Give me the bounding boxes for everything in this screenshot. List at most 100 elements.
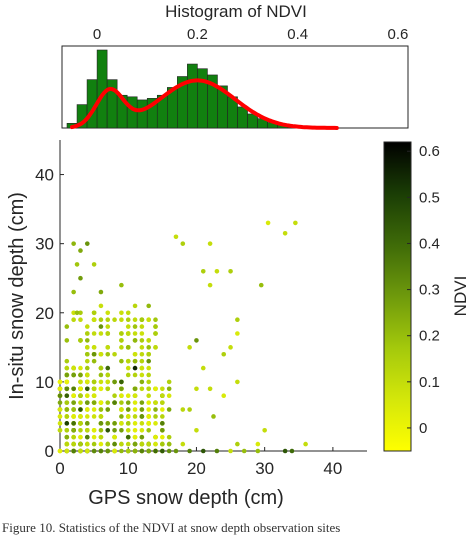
scatter-point xyxy=(200,269,206,274)
scatter-point xyxy=(105,448,111,454)
colorbar-tick-label: 0 xyxy=(419,420,427,437)
scatter-point xyxy=(98,324,104,329)
scatter-point xyxy=(64,386,70,392)
scatter-point xyxy=(207,241,213,246)
histogram-x-tick-label: 0.2 xyxy=(187,26,208,43)
scatter-x-ticks: 0 10 20 30 40 xyxy=(55,447,342,478)
scatter-point xyxy=(91,310,97,316)
scatter-point xyxy=(57,414,63,419)
scatter-point xyxy=(125,400,131,405)
scatter-point xyxy=(139,351,145,357)
scatter-point xyxy=(84,448,90,454)
scatter-point xyxy=(139,372,145,378)
scatter-point xyxy=(160,427,165,433)
scatter-point xyxy=(139,331,145,336)
scatter-point xyxy=(105,421,111,426)
scatter-point xyxy=(84,414,90,419)
scatter-point xyxy=(146,317,151,322)
scatter-point xyxy=(98,441,104,447)
scatter-point xyxy=(78,310,83,316)
scatter-point xyxy=(112,379,117,385)
scatter-point xyxy=(132,393,138,399)
scatter-point xyxy=(57,407,63,412)
scatter-point xyxy=(78,427,83,433)
scatter-point xyxy=(119,310,124,316)
scatter-point xyxy=(91,379,97,385)
scatter-point xyxy=(64,400,70,405)
scatter-y-tick-label: 10 xyxy=(35,373,54,392)
scatter-point xyxy=(146,386,151,392)
scatter-point xyxy=(78,379,83,385)
scatter-point xyxy=(98,427,104,433)
scatter-point xyxy=(71,427,76,433)
scatter-point xyxy=(146,448,151,454)
colorbar-tick-label: 0.4 xyxy=(419,235,440,252)
scatter-point xyxy=(71,241,76,246)
histogram-bar xyxy=(197,68,208,129)
scatter-point xyxy=(255,441,261,447)
scatter-point xyxy=(78,393,83,399)
scatter-point xyxy=(160,448,165,454)
scatter-point xyxy=(91,400,97,405)
scatter-point xyxy=(139,441,145,447)
figure-caption: Figure 10. Statistics of the NDVI at sno… xyxy=(2,520,341,535)
colorbar: 0 0.1 0.2 0.3 0.4 0.5 0.6 NDVI xyxy=(383,141,470,452)
scatter-point xyxy=(57,421,63,426)
scatter-point xyxy=(64,324,70,329)
scatter-point xyxy=(64,365,70,371)
scatter-point xyxy=(132,414,138,419)
scatter-y-tick-label: 0 xyxy=(45,442,54,461)
scatter-x-tick-label: 20 xyxy=(187,459,206,478)
scatter-point xyxy=(105,386,111,392)
scatter-point xyxy=(207,386,213,392)
scatter-point xyxy=(265,220,271,226)
scatter-point xyxy=(98,317,104,322)
scatter-point xyxy=(71,448,76,454)
scatter-point xyxy=(57,400,63,405)
scatter-point xyxy=(98,400,104,405)
scatter-point xyxy=(146,393,151,399)
scatter-point xyxy=(166,448,172,454)
scatter-point xyxy=(84,421,90,426)
scatter-point xyxy=(112,400,117,405)
scatter-point xyxy=(112,421,117,426)
scatter-point xyxy=(105,324,111,329)
scatter-point xyxy=(187,407,192,412)
scatter-point xyxy=(84,358,90,364)
scatter-point xyxy=(91,331,97,336)
scatter-point xyxy=(282,448,288,454)
scatter-point xyxy=(84,434,90,440)
scatter-point xyxy=(105,441,111,447)
scatter-point xyxy=(64,358,70,364)
scatter-point xyxy=(119,317,124,322)
scatter-point xyxy=(64,427,70,433)
scatter-point xyxy=(139,345,145,350)
scatter-point xyxy=(255,448,261,454)
scatter-point xyxy=(211,414,216,419)
scatter-point xyxy=(74,310,80,316)
scatter-point xyxy=(146,372,151,378)
scatter-point xyxy=(78,421,83,426)
scatter-point xyxy=(214,269,220,274)
scatter-point xyxy=(84,345,90,350)
scatter-point xyxy=(64,448,70,454)
scatter-point xyxy=(84,393,90,399)
scatter-point xyxy=(228,448,233,454)
scatter-point xyxy=(132,365,138,371)
scatter-point xyxy=(84,351,90,357)
scatter-point xyxy=(84,241,90,246)
scatter-point xyxy=(125,317,131,322)
scatter-point xyxy=(98,365,104,371)
scatter-point xyxy=(132,331,138,336)
scatter-point xyxy=(262,427,267,433)
scatter-point xyxy=(132,421,138,426)
scatter-y-tick-label: 40 xyxy=(35,166,54,185)
scatter-point xyxy=(91,317,97,322)
scatter-point xyxy=(146,345,151,350)
scatter-point xyxy=(119,345,124,350)
scatter-point xyxy=(125,414,131,419)
histogram-bar xyxy=(136,99,148,129)
scatter-point xyxy=(91,393,97,399)
colorbar-tick-label: 0.1 xyxy=(419,374,440,391)
scatter-point xyxy=(125,358,131,364)
